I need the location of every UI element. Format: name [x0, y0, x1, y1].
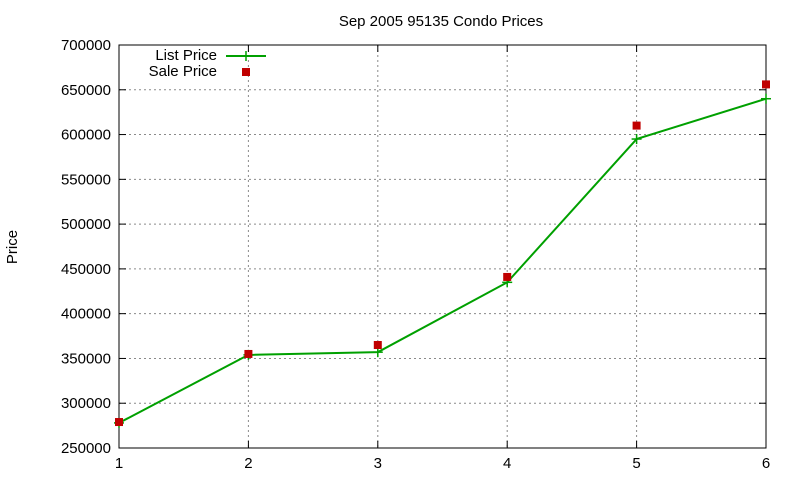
grid-lines	[119, 45, 766, 448]
x-tick-label: 4	[503, 455, 511, 472]
sale-price-point	[503, 272, 512, 281]
y-tick-label: 500000	[61, 216, 111, 233]
legend-label: Sale Price	[149, 63, 217, 80]
sale-price-point	[115, 418, 123, 427]
y-tick-label: 550000	[61, 171, 111, 188]
x-tick-label: 1	[115, 455, 123, 472]
y-tick-label: 350000	[61, 350, 111, 367]
legend-label: List Price	[155, 47, 217, 64]
sale-price-point	[762, 80, 770, 89]
y-tick-label: 250000	[61, 440, 111, 457]
sale-price-point	[373, 341, 382, 350]
chart-title: Sep 2005 95135 Condo Prices	[339, 13, 543, 30]
x-tick-label: 6	[762, 455, 770, 472]
y-tick-label: 450000	[61, 261, 111, 278]
data-series	[114, 80, 771, 428]
y-tick-label: 400000	[61, 306, 111, 323]
series-line-list-price	[118, 97, 767, 424]
list-price-point	[631, 134, 642, 145]
sale-price-point	[632, 121, 641, 130]
sale-price-point	[244, 349, 253, 358]
plot-frame	[118, 44, 767, 449]
list-price-point	[761, 93, 771, 104]
y-tick-label: 600000	[61, 127, 111, 144]
y-tick-label: 300000	[61, 395, 111, 412]
y-tick-label: 650000	[61, 82, 111, 99]
axis-ticks: 250000 300000 350000 400000 450000 500000 5500…	[61, 37, 770, 472]
y-axis-label: Price	[4, 230, 21, 264]
x-tick-label: 5	[632, 455, 640, 472]
x-tick-label: 3	[374, 455, 382, 472]
legend-swatch-square	[242, 68, 250, 76]
y-tick-label: 700000	[61, 37, 111, 54]
x-tick-label: 2	[244, 455, 252, 472]
